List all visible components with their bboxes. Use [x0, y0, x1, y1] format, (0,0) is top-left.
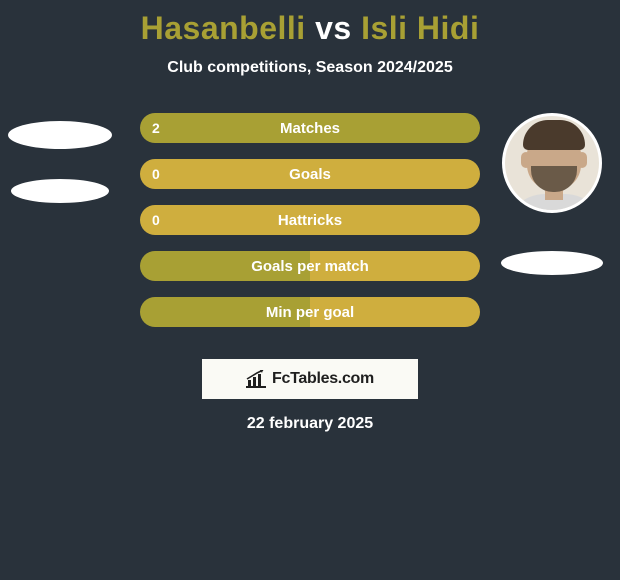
stat-bar-row: 0Goals	[140, 159, 480, 189]
comparison-stage: 2Matches0Goals0HattricksGoals per matchM…	[0, 113, 620, 171]
player-a-avatar-col	[0, 113, 120, 203]
stat-bars: 2Matches0Goals0HattricksGoals per matchM…	[140, 113, 480, 343]
footer-date: 22 february 2025	[0, 415, 620, 433]
player-b-avatar-col	[492, 113, 612, 275]
stat-bar-label: Goals per match	[140, 258, 480, 275]
stat-bar-label: Min per goal	[140, 304, 480, 321]
comparison-subtitle: Club competitions, Season 2024/2025	[0, 59, 620, 77]
stat-bar-row: 2Matches	[140, 113, 480, 143]
player-b-badge-placeholder	[501, 251, 603, 275]
brand-watermark: FcTables.com	[202, 359, 418, 399]
stat-bar-label: Goals	[140, 166, 480, 183]
stat-bar-left-value: 2	[152, 120, 160, 136]
stat-bar-left-value: 0	[152, 166, 160, 182]
player-b-avatar	[502, 113, 602, 213]
stat-bar-label: Hattricks	[140, 212, 480, 229]
brand-chart-icon	[246, 370, 266, 388]
player-b-name: Isli Hidi	[361, 10, 479, 46]
player-a-avatar-placeholder	[8, 121, 112, 149]
stat-bar-row: 0Hattricks	[140, 205, 480, 235]
comparison-title: Hasanbelli vs Isli Hidi	[0, 0, 620, 47]
player-a-badge-placeholder	[11, 179, 109, 203]
stat-bar-row: Goals per match	[140, 251, 480, 281]
stat-bar-label: Matches	[140, 120, 480, 137]
brand-text: FcTables.com	[272, 370, 374, 388]
vs-sep: vs	[306, 10, 361, 46]
stat-bar-left-value: 0	[152, 212, 160, 228]
stat-bar-row: Min per goal	[140, 297, 480, 327]
player-a-name: Hasanbelli	[141, 10, 306, 46]
